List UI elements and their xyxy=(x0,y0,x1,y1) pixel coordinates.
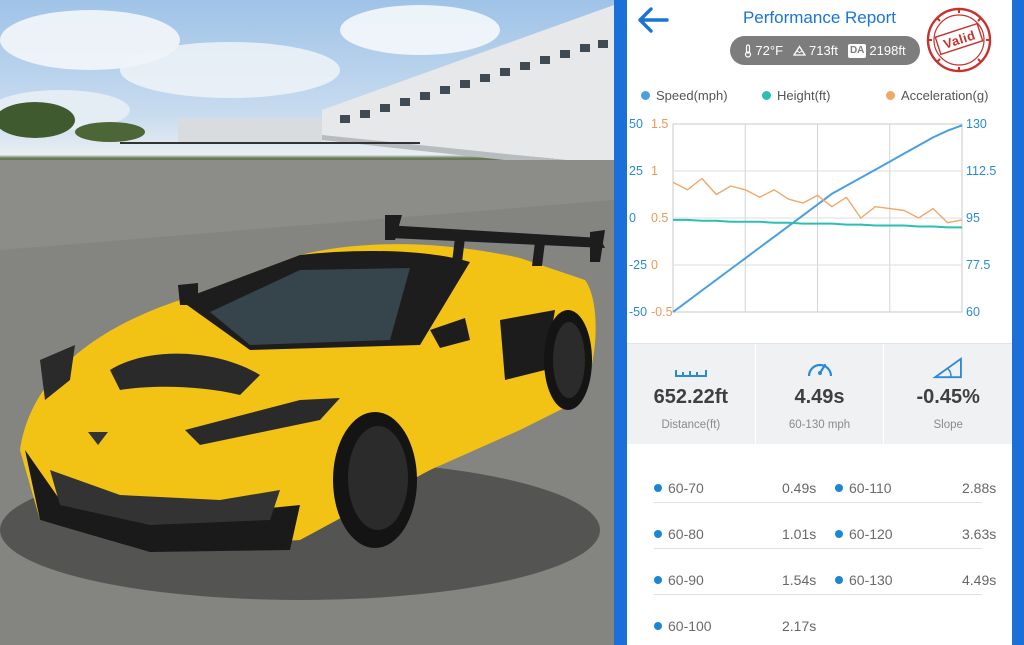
split-right-label-text: 60-130 xyxy=(849,572,893,588)
time-value: 4.49s xyxy=(794,386,845,408)
row-divider xyxy=(654,502,982,503)
mountain-icon xyxy=(793,45,807,56)
split-left-value: 1.01s xyxy=(782,526,817,542)
time-metric: 4.49s 60-130 mph xyxy=(756,344,885,444)
distance-value: 652.22ft xyxy=(653,386,729,408)
height-axis-tick: 50 xyxy=(629,117,643,131)
report-header: Performance Report 72°F 713ft xyxy=(627,0,1012,75)
height-axis-tick: 25 xyxy=(629,164,643,178)
altitude-value: 713ft xyxy=(809,43,838,58)
bullet-dot-icon xyxy=(835,484,843,492)
acceleration-axis-tick: -0.5 xyxy=(651,305,673,319)
legend-height[interactable]: Height(ft) xyxy=(762,88,830,103)
thermometer-icon xyxy=(745,43,752,58)
acceleration-axis-tick: 1 xyxy=(651,164,658,178)
split-right-label-text: 60-110 xyxy=(849,480,892,496)
bullet-dot-icon xyxy=(654,530,662,538)
performance-chart: 50 25 0 -25 -50 1.5 1 0.5 0 -0.5 130 112.5 95 77.5 60 xyxy=(629,117,996,319)
split-left-label: 60-100 xyxy=(654,618,712,634)
time-label: 60-130 mph xyxy=(788,419,851,431)
split-left-label: 60-80 xyxy=(654,526,704,542)
slope-label: Slope xyxy=(933,419,963,431)
bullet-dot-icon xyxy=(835,530,843,538)
split-left-label-text: 60-90 xyxy=(668,572,704,588)
distance-label: Distance(ft) xyxy=(661,419,721,431)
page-title: Performance Report xyxy=(742,8,897,27)
ruler-icon xyxy=(674,370,707,377)
slope-metric: -0.45% Slope xyxy=(884,344,1012,444)
valid-stamp: Valid xyxy=(923,6,995,74)
chart-legend: Speed(mph) Height(ft) Acceleration(g) xyxy=(627,88,1012,108)
split-right-value: 3.63s xyxy=(962,526,997,542)
chart-divider xyxy=(627,343,1012,344)
bullet-dot-icon xyxy=(654,576,662,584)
split-left-label-text: 60-100 xyxy=(668,618,712,634)
split-row: 60-100 2.17s xyxy=(627,598,1012,644)
speedometer-icon xyxy=(807,363,832,377)
distance-metric: 652.22ft Distance(ft) xyxy=(627,344,756,444)
split-left-value: 1.54s xyxy=(782,572,817,588)
height-axis-tick: -50 xyxy=(629,305,647,319)
stamp-seal-icon xyxy=(926,7,992,73)
speed-series-line xyxy=(672,124,963,313)
acceleration-axis-tick: 0 xyxy=(651,258,658,272)
split-row: 60-90 1.54s 60-130 4.49s xyxy=(627,552,1012,598)
bullet-dot-icon xyxy=(654,484,662,492)
split-right-value: 4.49s xyxy=(962,572,997,588)
split-right-label-text: 60-120 xyxy=(849,526,893,542)
legend-speed[interactable]: Speed(mph) xyxy=(641,88,728,103)
metrics-row: 652.22ft Distance(ft) 4.49s 60-130 mph -… xyxy=(627,344,1012,444)
legend-speed-label: Speed(mph) xyxy=(656,88,728,103)
split-left-label-text: 60-70 xyxy=(668,480,704,496)
acceleration-axis-tick: 1.5 xyxy=(651,117,668,131)
split-left-label-text: 60-80 xyxy=(668,526,704,542)
slope-value: -0.45% xyxy=(916,386,980,408)
split-left-label: 60-70 xyxy=(654,480,704,496)
legend-acceleration-label: Acceleration(g) xyxy=(901,88,989,103)
acceleration-series-line xyxy=(672,177,963,224)
da-badge: DA xyxy=(847,43,867,58)
bullet-dot-icon xyxy=(654,622,662,630)
split-right-value: 2.88s xyxy=(962,480,997,496)
speed-axis-tick: 130 xyxy=(966,117,987,131)
legend-acceleration[interactable]: Acceleration(g) xyxy=(886,88,988,103)
slope-icon xyxy=(932,356,963,379)
car-illustration xyxy=(0,5,614,645)
split-left-label: 60-90 xyxy=(654,572,704,588)
altitude-readout: 713ft xyxy=(793,43,838,58)
back-arrow-icon[interactable] xyxy=(637,6,669,34)
speed-axis-tick: 77.5 xyxy=(966,258,990,272)
speed-axis-tick: 112.5 xyxy=(966,164,996,178)
acceleration-axis-tick: 0.5 xyxy=(651,211,668,225)
bullet-dot-icon xyxy=(835,576,843,584)
height-axis-tick: 0 xyxy=(629,211,636,225)
speed-legend-dot-icon xyxy=(641,91,650,100)
row-divider xyxy=(654,594,982,595)
legend-height-label: Height(ft) xyxy=(777,88,831,103)
split-row: 60-70 0.49s 60-110 2.88s xyxy=(627,460,1012,506)
phone-frame: Performance Report 72°F 713ft xyxy=(614,0,1024,645)
split-row: 60-80 1.01s 60-120 3.63s xyxy=(627,506,1012,552)
row-divider xyxy=(654,548,982,549)
car-photo xyxy=(0,0,614,645)
speed-axis-tick: 95 xyxy=(966,211,980,225)
performance-report-screen: Performance Report 72°F 713ft xyxy=(627,0,1012,645)
conditions-pill: 72°F 713ft DA 2198ft xyxy=(730,36,920,65)
split-right-label: 60-120 xyxy=(835,526,893,542)
acceleration-legend-dot-icon xyxy=(886,91,895,100)
density-altitude-value: 2198ft xyxy=(869,43,906,58)
temperature-value: 72°F xyxy=(755,43,784,58)
split-right-label: 60-110 xyxy=(835,480,892,496)
speed-axis-tick: 60 xyxy=(966,305,980,319)
split-left-value: 2.17s xyxy=(782,618,817,634)
height-legend-dot-icon xyxy=(762,91,771,100)
temperature-readout: 72°F xyxy=(744,43,783,58)
split-right-label: 60-130 xyxy=(835,572,893,588)
density-altitude-readout: DA 2198ft xyxy=(847,43,906,58)
split-left-value: 0.49s xyxy=(782,480,817,496)
height-series-line xyxy=(673,218,962,229)
split-times-list: 60-70 0.49s 60-110 2.88s 60-80 1.01s 60-… xyxy=(627,460,1012,644)
height-axis-tick: -25 xyxy=(629,258,647,272)
